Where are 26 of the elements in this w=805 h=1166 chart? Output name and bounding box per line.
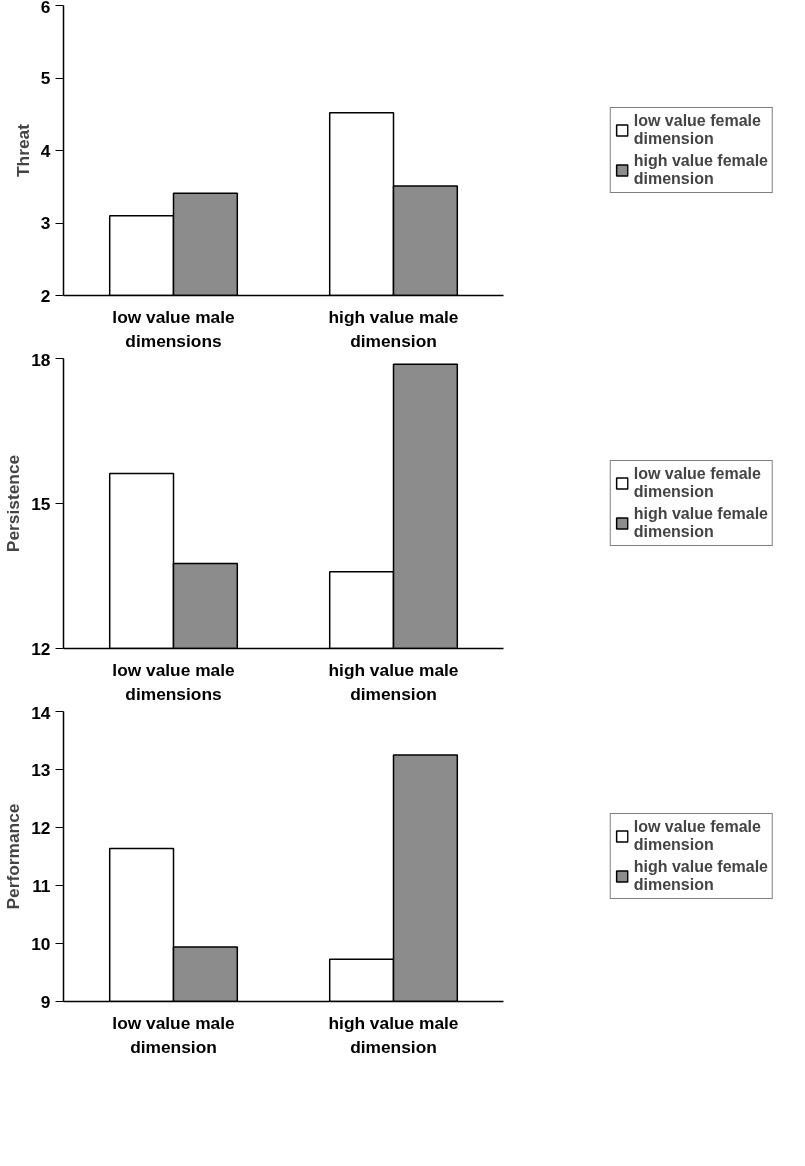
x-tick-label: high value male dimension [328, 306, 459, 351]
y-tick-label: 12 [31, 817, 51, 838]
y-tick-label: 2 [40, 285, 51, 306]
y-tick-label: 4 [40, 140, 51, 161]
y-tick-label: 3 [40, 213, 51, 233]
y-axis-title: Threat [12, 123, 33, 177]
y-tick-label: 14 [31, 702, 51, 723]
y-tick-label: 11 [32, 875, 51, 896]
legend-label: high value female dimension [633, 505, 768, 541]
x-tick-label: low value male dimensions [112, 306, 236, 351]
legend-label: high value female dimension [633, 152, 768, 188]
y-tick-label: 13 [31, 759, 51, 780]
x-tick-label: low value male dimension [112, 1012, 236, 1057]
y-axis-title: Persistence [3, 454, 24, 553]
legend-label: high value female dimension [633, 858, 768, 894]
y-tick-label: 15 [31, 493, 51, 514]
y-tick-label: 6 [40, 0, 51, 17]
y-tick-label: 18 [31, 349, 51, 370]
y-tick-label: 9 [40, 991, 51, 1012]
y-tick-label: 12 [31, 638, 51, 659]
y-axis-title: Performance [3, 803, 24, 910]
y-tick-label: 10 [31, 933, 51, 954]
y-tick-label: 5 [40, 68, 51, 88]
x-tick-label: high value male dimension [328, 1012, 459, 1057]
x-tick-label: low value male dimensions [112, 659, 236, 704]
x-tick-label: high value male dimension [328, 659, 459, 704]
